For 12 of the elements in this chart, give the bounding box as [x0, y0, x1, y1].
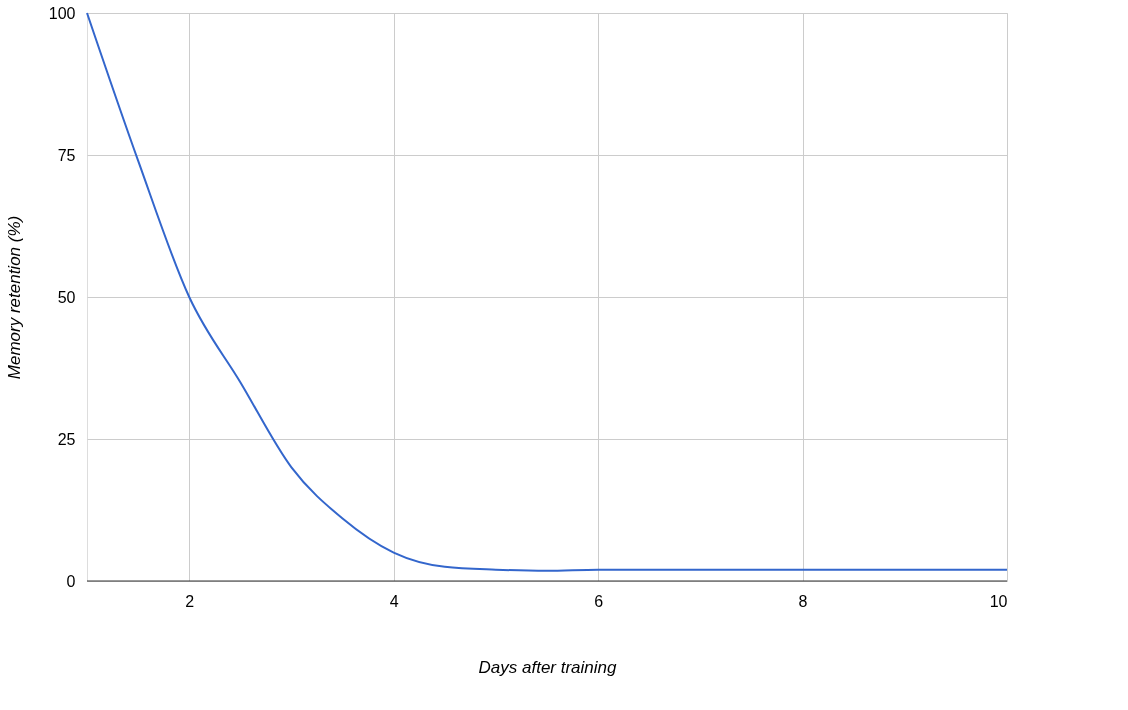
y-axis-title: Memory retention (%) [4, 215, 24, 380]
x-tick-label: 4 [389, 592, 399, 610]
x-tick-label: 8 [798, 592, 808, 610]
x-tick-label: 10 [989, 592, 1008, 610]
y-tick-label: 0 [66, 572, 76, 590]
y-tick-label: 100 [48, 4, 76, 22]
x-tick-label: 2 [185, 592, 195, 610]
y-tick-label: 75 [57, 146, 76, 164]
x-axis-title: Days after training [478, 657, 618, 677]
y-tick-label: 25 [57, 430, 76, 448]
y-tick-label: 50 [57, 288, 76, 306]
x-tick-label: 6 [594, 592, 604, 610]
